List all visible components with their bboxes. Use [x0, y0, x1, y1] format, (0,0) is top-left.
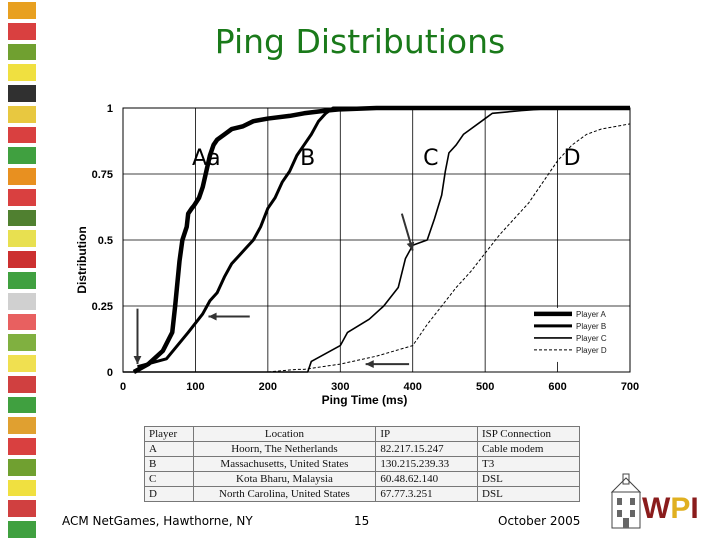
- stripe-block: [8, 521, 36, 538]
- footer-conference: ACM NetGames, Hawthorne, NY: [62, 514, 253, 528]
- annotation-arrow-head: [208, 312, 217, 321]
- table-row: C Kota Bharu, Malaysia 60.48.62.140 DSL: [144, 471, 580, 487]
- table-cell: Hoorn, The Netherlands: [192, 441, 377, 457]
- y-tick-label: 0.75: [92, 169, 113, 181]
- table-row: D North Carolina, United States 67.77.3.…: [144, 486, 580, 502]
- stripe-block: [8, 43, 36, 61]
- legend-entry: Player D: [576, 346, 607, 355]
- table-header-cell: Location: [192, 426, 377, 442]
- table-cell: North Carolina, United States: [192, 486, 377, 502]
- stripe-block: [8, 458, 36, 476]
- stripe-block: [8, 126, 36, 144]
- stripe-block: [8, 375, 36, 393]
- annotation-arrow-head: [365, 360, 374, 368]
- stripe-block: [8, 251, 36, 268]
- stripe-block: [8, 479, 36, 497]
- stripe-block: [8, 334, 36, 352]
- stripe-block: [8, 168, 36, 185]
- legend-entry: Player B: [576, 322, 606, 331]
- table-header-cell: Player: [144, 426, 194, 442]
- x-tick-label: 600: [548, 381, 566, 393]
- footer-page-number: 15: [354, 514, 370, 528]
- table-cell: Kota Bharu, Malaysia: [192, 471, 377, 487]
- player-table: Player Location IP ISP Connection A Hoor…: [144, 426, 580, 502]
- x-axis-label: Ping Time (ms): [322, 393, 408, 407]
- region-label: B: [300, 146, 315, 171]
- table-cell: 67.77.3.251: [375, 486, 479, 502]
- stripe-block: [8, 500, 36, 518]
- table-cell: 82.217.15.247: [375, 441, 479, 457]
- table-cell: D: [144, 486, 194, 502]
- stripe-block: [8, 188, 36, 206]
- stripe-block: [8, 396, 36, 414]
- annotation-arrow-head: [406, 241, 415, 251]
- region-label: Aa: [192, 146, 221, 171]
- footer-date: October 2005: [498, 514, 581, 528]
- stripe-block: [8, 147, 36, 165]
- table-header-cell: ISP Connection: [477, 426, 580, 442]
- stripe-block: [8, 417, 36, 435]
- table-cell: 60.48.62.140: [375, 471, 479, 487]
- x-tick-label: 500: [476, 381, 494, 393]
- stripe-block: [8, 22, 36, 40]
- y-tick-label: 0.25: [92, 301, 113, 313]
- table-cell: T3: [477, 456, 580, 472]
- y-tick-label: 1: [107, 103, 113, 115]
- x-tick-label: 400: [404, 381, 422, 393]
- stripe-block: [8, 85, 36, 102]
- x-tick-label: 200: [259, 381, 277, 393]
- table-header-row: Player Location IP ISP Connection: [144, 426, 580, 442]
- table-row: A Hoorn, The Netherlands 82.217.15.247 C…: [144, 441, 580, 457]
- stripe-block: [8, 313, 36, 331]
- stripe-block: [8, 230, 36, 248]
- stripe-block: [8, 272, 36, 289]
- stripe-block: [8, 2, 36, 19]
- table-cell: A: [144, 441, 194, 457]
- slide-title: Ping Distributions: [214, 22, 506, 61]
- series-line-2: [137, 106, 630, 369]
- table-cell: DSL: [477, 486, 580, 502]
- table-row: B Massachusetts, United States 130.215.2…: [144, 456, 580, 472]
- region-label: D: [564, 146, 581, 171]
- table-cell: C: [144, 471, 194, 487]
- building-icon: [610, 473, 642, 529]
- decorative-color-stripe: [0, 0, 42, 540]
- stripe-block: [8, 292, 36, 310]
- series-line-4: [123, 123, 631, 373]
- y-axis-label: Distribution: [75, 226, 89, 293]
- legend-box: [532, 307, 626, 362]
- stripe-block: [8, 64, 36, 82]
- x-tick-label: 700: [621, 381, 639, 393]
- stripe-block: [8, 105, 36, 123]
- table-cell: 130.215.239.33: [375, 456, 479, 472]
- wpi-logo: WPI: [610, 473, 699, 529]
- legend-entry: Player A: [576, 310, 606, 319]
- table-cell: Massachusetts, United States: [192, 456, 377, 472]
- x-tick-label: 300: [331, 381, 349, 393]
- table-cell: B: [144, 456, 194, 472]
- x-tick-label: 0: [120, 381, 126, 393]
- series-line-3: [123, 107, 630, 373]
- stripe-block: [8, 355, 36, 372]
- legend-entry: Player C: [576, 334, 607, 343]
- stripe-block: [8, 438, 36, 455]
- ping-distribution-chart: 0 100 200 300 400 500 600 700 0 0.25 0.5 0.75 1 Ping …: [75, 103, 639, 407]
- annotation-arrow-head: [133, 355, 142, 365]
- y-tick-label: 0.5: [98, 235, 113, 247]
- table-cell: Cable modem: [477, 441, 580, 457]
- table-header-cell: IP: [375, 426, 479, 442]
- region-label: C: [423, 146, 438, 171]
- y-tick-label: 0: [107, 367, 113, 379]
- x-tick-label: 100: [186, 381, 204, 393]
- table-cell: DSL: [477, 471, 580, 487]
- stripe-block: [8, 209, 36, 227]
- logo-lettering: WPI: [642, 492, 699, 525]
